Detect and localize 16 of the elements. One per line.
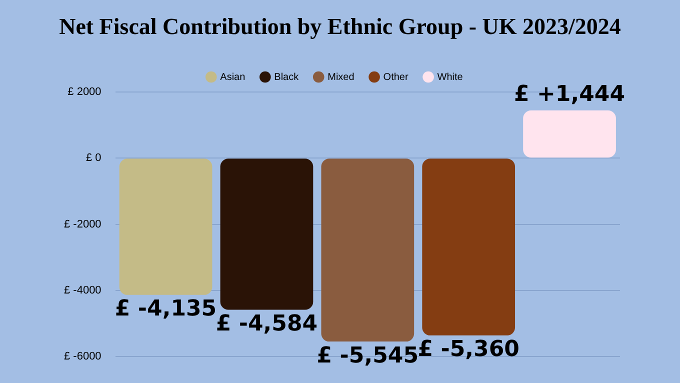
data-label: £ -5,545 <box>316 343 418 368</box>
legend-label: Asian <box>220 72 246 83</box>
data-label: £ +1,444 <box>514 82 626 108</box>
data-label: £ -4,584 <box>216 311 318 336</box>
chart-title: Net Fiscal Contribution by Ethnic Group - UK 2023/2024 <box>58 14 622 40</box>
data-label: £ -5,360 <box>418 337 520 362</box>
y-tick-label: £ 0 <box>86 152 102 164</box>
legend-label: Black <box>274 72 300 83</box>
y-tick-label: £ -6000 <box>64 350 102 363</box>
legend-label: Mixed <box>328 72 354 83</box>
y-tick-label: £ 2000 <box>68 86 102 98</box>
legend-label: Other <box>383 72 409 83</box>
data-label: £ -4,135 <box>114 296 217 322</box>
legend-label: White <box>437 72 464 83</box>
y-tick-label: £ -4000 <box>64 284 102 296</box>
y-tick-label: £ -2000 <box>64 218 102 230</box>
